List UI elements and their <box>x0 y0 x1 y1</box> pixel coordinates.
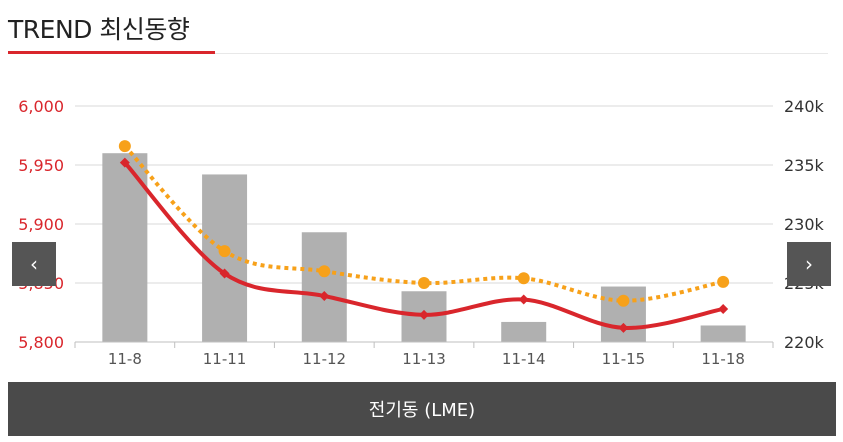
title-underline <box>8 51 215 54</box>
solid-series-point <box>319 290 330 301</box>
left-axis-tick-label: 5,800 <box>18 333 64 352</box>
left-axis-tick-label: 5,950 <box>18 156 64 175</box>
dotted-series-point <box>118 140 131 153</box>
dotted-series-point <box>717 275 730 288</box>
x-axis-tick-label: 11-8 <box>108 350 142 368</box>
page-title: TREND 최신동향 <box>8 15 190 44</box>
x-axis-tick-label: 11-12 <box>302 350 346 368</box>
dotted-series-point <box>517 272 530 285</box>
dotted-series-point <box>418 277 430 289</box>
bar <box>301 232 347 342</box>
solid-series-point <box>419 309 429 320</box>
right-axis-tick-label: 230k <box>784 215 825 234</box>
trend-header: TREND 최신동향 <box>8 4 828 54</box>
bar <box>700 325 746 342</box>
right-axis-tick-label: 220k <box>784 333 825 352</box>
dotted-series-point <box>617 294 630 307</box>
right-axis-tick-label: 240k <box>784 97 825 116</box>
solid-series-point <box>119 157 130 168</box>
footer-bar: 전기동 (LME) <box>8 382 836 436</box>
bar <box>501 321 547 342</box>
dotted-series-point <box>218 245 231 258</box>
prev-button[interactable]: ‹ <box>12 242 56 286</box>
solid-series-point <box>518 294 529 305</box>
dotted-series-line <box>123 144 724 303</box>
x-axis-tick-label: 11-13 <box>402 350 446 368</box>
bar <box>102 153 148 342</box>
x-axis-tick-label: 11-18 <box>701 350 745 368</box>
left-axis-tick-label: 6,000 <box>18 97 64 116</box>
x-axis-tick-label: 11-15 <box>602 350 646 368</box>
next-button[interactable]: › <box>787 242 831 286</box>
solid-series-point <box>718 303 729 314</box>
right-axis-tick-label: 235k <box>784 156 825 175</box>
x-axis-tick-label: 11-14 <box>502 350 546 368</box>
dotted-series-point <box>318 265 331 278</box>
solid-series-point <box>618 322 629 333</box>
solid-series-point <box>219 268 230 279</box>
trend-chart: 5,8005,8505,9005,9506,000220k225k230k235… <box>18 97 825 368</box>
left-axis-tick-label: 5,900 <box>18 215 64 234</box>
header-divider <box>8 53 828 54</box>
chevron-left-icon: ‹ <box>30 252 38 276</box>
chevron-right-icon: › <box>805 252 813 276</box>
commodity-label: 전기동 (LME) <box>368 400 476 421</box>
x-axis-tick-label: 11-11 <box>203 350 247 368</box>
